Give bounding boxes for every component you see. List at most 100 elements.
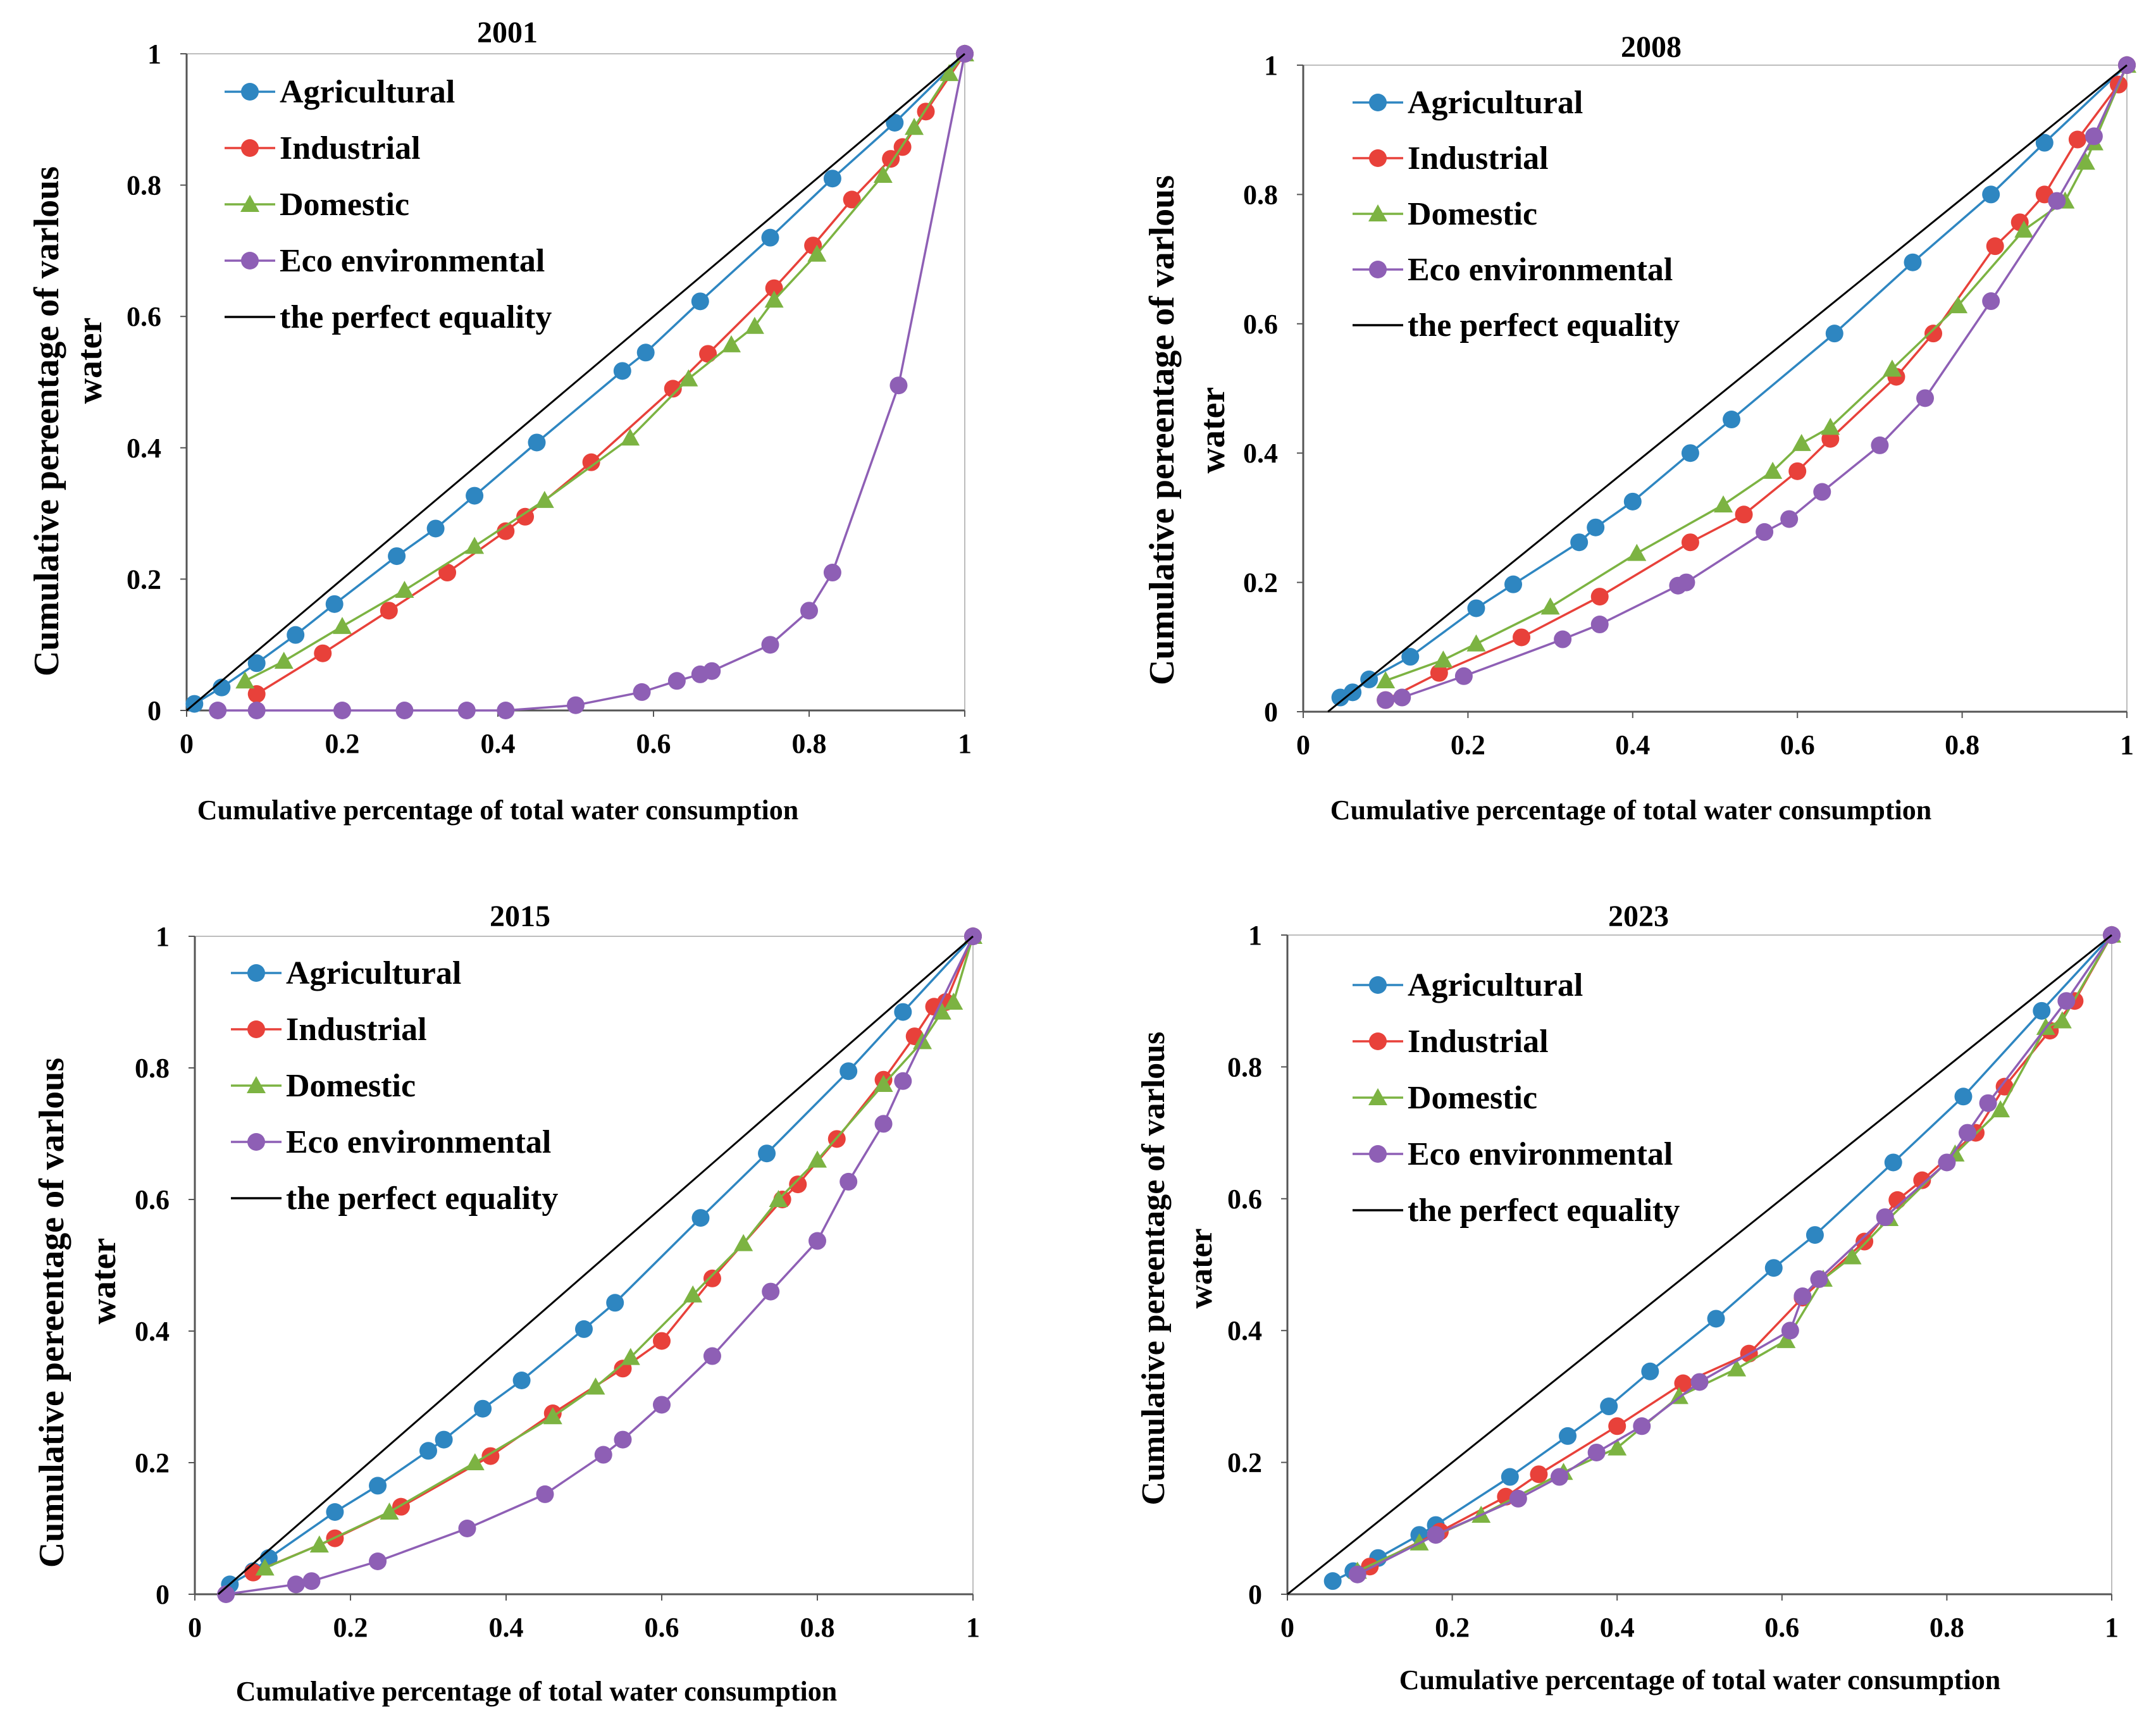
legend-swatch-marker bbox=[241, 139, 259, 157]
data-point bbox=[800, 602, 818, 620]
legend-label: Domestic bbox=[286, 1068, 416, 1104]
data-point bbox=[1377, 691, 1395, 709]
data-point bbox=[247, 702, 266, 719]
legend-item-domestic: Domestic bbox=[231, 1068, 416, 1104]
y-tick-label: 1 bbox=[156, 921, 170, 952]
x-tick-label: 0.2 bbox=[1451, 729, 1485, 760]
data-point bbox=[691, 1209, 710, 1227]
data-point bbox=[369, 1552, 387, 1570]
chart-title: 2015 bbox=[490, 900, 550, 933]
data-point bbox=[1348, 1565, 1366, 1583]
legend-swatch-marker bbox=[247, 1020, 265, 1038]
data-point bbox=[1842, 1247, 1862, 1265]
x-tick-label: 0 bbox=[180, 728, 194, 759]
data-point bbox=[1590, 616, 1609, 634]
data-point bbox=[1681, 444, 1699, 462]
data-point bbox=[1466, 634, 1486, 652]
data-point bbox=[636, 344, 655, 362]
x-tick-label: 0.6 bbox=[1780, 729, 1815, 760]
data-point bbox=[247, 685, 266, 703]
data-point bbox=[653, 1332, 671, 1350]
y-axis-label: Cumulative pereentage of varlous bbox=[27, 166, 66, 676]
legend-swatch-marker bbox=[241, 83, 259, 101]
data-point bbox=[1540, 597, 1560, 615]
y-tick-label: 0.2 bbox=[1243, 567, 1278, 598]
data-point bbox=[333, 617, 352, 635]
y-tick-label: 0 bbox=[147, 695, 161, 726]
series-line bbox=[225, 936, 974, 1596]
data-point bbox=[882, 150, 900, 168]
data-point bbox=[465, 536, 485, 554]
legend-item-industrial: Industrial bbox=[231, 1012, 427, 1048]
data-point bbox=[2076, 152, 2095, 170]
x-tick-label: 1 bbox=[966, 1612, 980, 1643]
series-line bbox=[217, 935, 974, 1596]
series-line bbox=[1339, 64, 2128, 699]
data-point bbox=[762, 1282, 780, 1301]
data-point bbox=[1587, 1443, 1606, 1461]
legend-swatch-marker bbox=[1369, 149, 1387, 167]
legend-swatch-marker bbox=[1369, 1145, 1387, 1163]
data-point bbox=[1454, 667, 1473, 685]
data-point bbox=[894, 1072, 912, 1090]
legend-item-eco-environmental: Eco environmental bbox=[225, 243, 545, 279]
data-point bbox=[843, 190, 861, 209]
legend-label: the perfect equality bbox=[1408, 1193, 1680, 1229]
data-point bbox=[1401, 648, 1420, 666]
data-point bbox=[528, 433, 546, 452]
data-point bbox=[380, 1503, 399, 1520]
y-axis-label-line2: water bbox=[84, 1238, 123, 1325]
y-axis-label-line2: water bbox=[70, 318, 109, 404]
data-point bbox=[614, 1430, 632, 1449]
data-point bbox=[594, 1446, 612, 1464]
data-point bbox=[613, 362, 631, 380]
series-domestic bbox=[255, 927, 982, 1576]
x-axis-label: Cumulative percentage of total water con… bbox=[197, 795, 798, 826]
data-point bbox=[1913, 1171, 1931, 1189]
data-point bbox=[679, 369, 698, 387]
data-point bbox=[516, 507, 535, 526]
x-tick-label: 0.4 bbox=[489, 1612, 524, 1643]
y-tick-label: 0.2 bbox=[127, 564, 161, 595]
data-point bbox=[1916, 389, 1935, 407]
data-point bbox=[388, 547, 406, 566]
plot-area: 0 0.2 0.4 0.6 0.8 1 0 0.2 0.4 0.6 0.8 1 Agricultural… bbox=[127, 39, 974, 759]
legend-item-the-perfect-equality: the perfect equality bbox=[225, 299, 552, 335]
x-tick-label: 0.2 bbox=[333, 1612, 368, 1643]
data-point bbox=[235, 671, 255, 689]
data-point bbox=[247, 654, 266, 672]
data-point bbox=[932, 1002, 951, 1020]
series-line bbox=[1369, 934, 2113, 1568]
x-tick-label: 0.6 bbox=[1764, 1612, 1799, 1643]
data-point bbox=[761, 636, 779, 654]
series-the-perfect-equality bbox=[1327, 64, 2128, 713]
data-point bbox=[1954, 1088, 1973, 1106]
data-point bbox=[1995, 1077, 2014, 1096]
legend-label: Industrial bbox=[1408, 140, 1549, 177]
data-point bbox=[808, 1232, 826, 1250]
legend-label: Domestic bbox=[1408, 196, 1537, 232]
legend-label: Agricultural bbox=[280, 74, 455, 110]
data-point bbox=[497, 702, 515, 719]
y-axis-label: Cumulative pereentage of varlous bbox=[1136, 1032, 1172, 1506]
data-point bbox=[1641, 1362, 1659, 1380]
data-point bbox=[1530, 1465, 1548, 1484]
x-tick-label: 0.8 bbox=[792, 728, 827, 759]
legend-item-eco-environmental: Eco environmental bbox=[1353, 1136, 1673, 1172]
data-point bbox=[807, 244, 827, 262]
data-point bbox=[395, 581, 414, 598]
x-tick-label: 0 bbox=[188, 1612, 202, 1643]
legend-swatch-marker bbox=[247, 964, 265, 982]
data-point bbox=[325, 595, 344, 613]
data-point bbox=[621, 428, 640, 446]
data-point bbox=[512, 1372, 531, 1389]
y-tick-label: 0.2 bbox=[1227, 1447, 1262, 1478]
data-point bbox=[664, 380, 682, 398]
y-tick-label: 0.6 bbox=[127, 301, 161, 332]
series-line bbox=[194, 53, 966, 705]
data-point bbox=[939, 64, 959, 82]
data-point bbox=[333, 702, 351, 719]
data-point bbox=[369, 1477, 387, 1495]
data-point bbox=[1509, 1489, 1527, 1508]
data-point bbox=[1884, 1153, 1902, 1172]
